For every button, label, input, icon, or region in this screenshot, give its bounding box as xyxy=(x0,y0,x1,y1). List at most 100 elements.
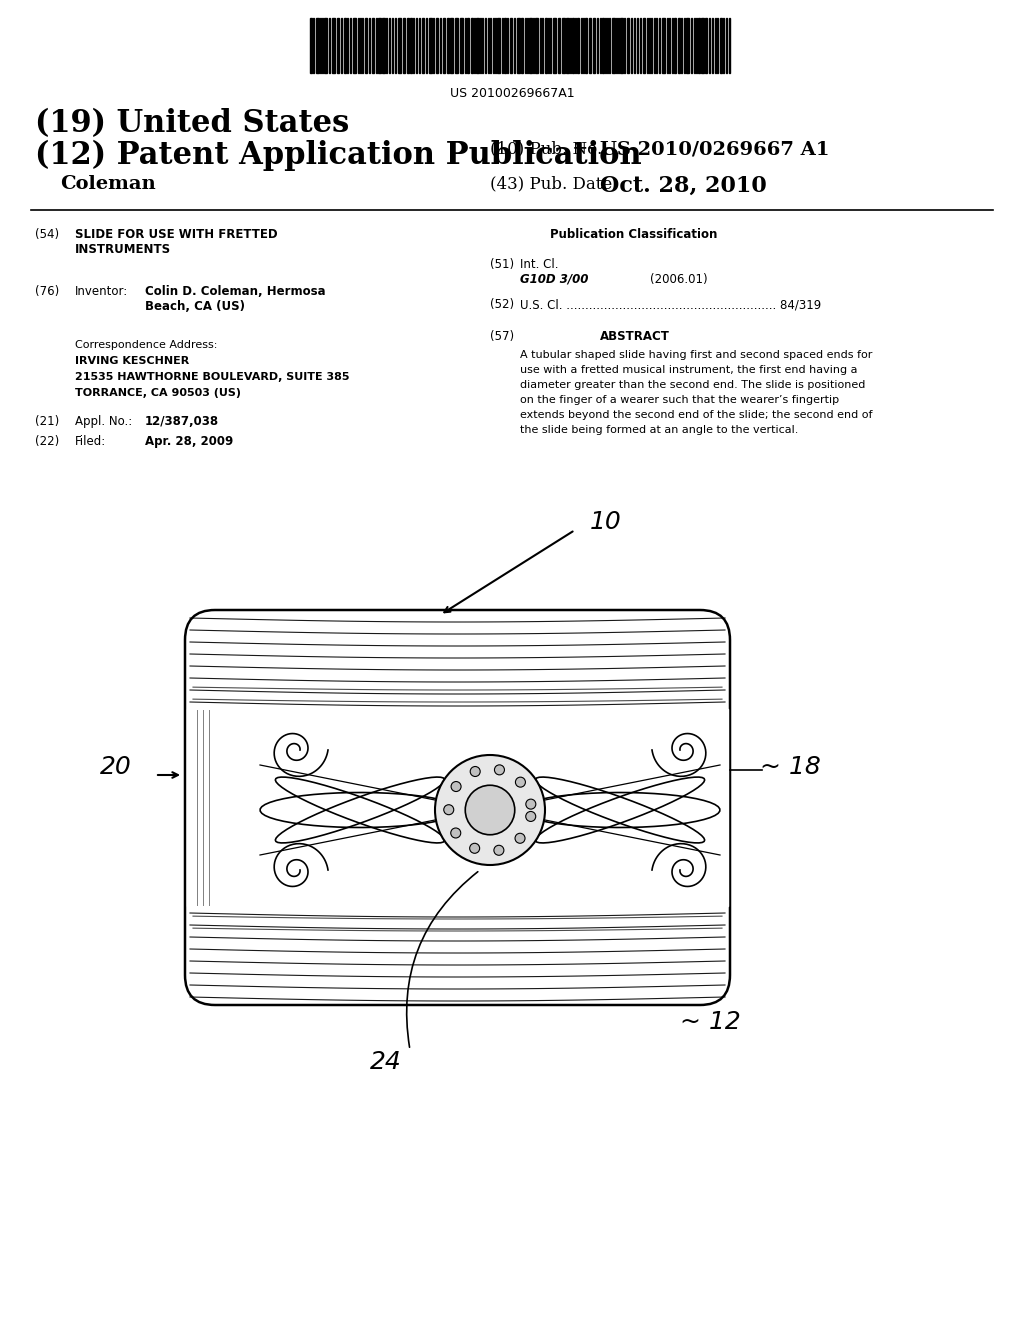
Bar xyxy=(443,18,445,73)
Text: 10: 10 xyxy=(590,510,622,535)
Bar xyxy=(686,18,689,73)
Bar xyxy=(497,18,500,73)
Text: SLIDE FOR USE WITH FRETTED
INSTRUMENTS: SLIDE FOR USE WITH FRETTED INSTRUMENTS xyxy=(75,228,278,256)
Polygon shape xyxy=(275,777,444,843)
Text: Filed:: Filed: xyxy=(75,436,106,447)
Text: (51): (51) xyxy=(490,257,514,271)
Bar xyxy=(455,18,458,73)
Text: (54): (54) xyxy=(35,228,59,242)
Bar xyxy=(510,18,512,73)
Text: IRVING KESCHNER: IRVING KESCHNER xyxy=(75,356,189,366)
Circle shape xyxy=(443,805,454,814)
Text: TORRANCE, CA 90503 (US): TORRANCE, CA 90503 (US) xyxy=(75,388,241,399)
Bar xyxy=(403,18,406,73)
Circle shape xyxy=(451,828,461,838)
Text: (2006.01): (2006.01) xyxy=(650,273,708,286)
Bar xyxy=(436,18,438,73)
Text: Publication Classification: Publication Classification xyxy=(550,228,718,242)
Circle shape xyxy=(470,843,479,853)
Bar xyxy=(612,18,615,73)
Circle shape xyxy=(452,781,461,792)
Bar xyxy=(558,18,560,73)
Bar xyxy=(422,18,424,73)
Text: (22): (22) xyxy=(35,436,59,447)
Text: 21535 HAWTHORNE BOULEVARD, SUITE 385: 21535 HAWTHORNE BOULEVARD, SUITE 385 xyxy=(75,372,349,381)
Bar xyxy=(398,18,401,73)
Bar xyxy=(460,18,463,73)
Text: (12) Patent Application Publication: (12) Patent Application Publication xyxy=(35,140,642,172)
Text: A tubular shaped slide having first and second spaced ends for: A tubular shaped slide having first and … xyxy=(520,350,872,360)
Bar xyxy=(602,18,604,73)
Polygon shape xyxy=(275,777,444,843)
Bar xyxy=(577,18,579,73)
Text: 20: 20 xyxy=(100,755,132,779)
Circle shape xyxy=(515,777,525,787)
Bar xyxy=(365,18,367,73)
Text: ~ 12: ~ 12 xyxy=(680,1010,740,1034)
Text: 24: 24 xyxy=(370,1049,401,1074)
Text: (10) Pub. No.:: (10) Pub. No.: xyxy=(490,140,608,157)
Bar xyxy=(545,18,547,73)
Text: use with a fretted musical instrument, the first end having a: use with a fretted musical instrument, t… xyxy=(520,366,857,375)
Bar xyxy=(407,18,409,73)
Bar xyxy=(627,18,629,73)
Bar xyxy=(429,18,432,73)
Text: Colin D. Coleman, Hermosa
Beach, CA (US): Colin D. Coleman, Hermosa Beach, CA (US) xyxy=(145,285,326,313)
Circle shape xyxy=(465,785,515,834)
Circle shape xyxy=(515,833,525,843)
Bar xyxy=(529,18,532,73)
Text: (76): (76) xyxy=(35,285,59,298)
Bar xyxy=(450,18,453,73)
Bar xyxy=(332,18,335,73)
Text: on the finger of a wearer such that the wearer’s fingertip: on the finger of a wearer such that the … xyxy=(520,395,839,405)
Text: G10D 3/00: G10D 3/00 xyxy=(520,273,589,286)
Bar xyxy=(471,18,473,73)
Bar xyxy=(447,18,449,73)
Polygon shape xyxy=(260,792,460,828)
Bar xyxy=(701,18,705,73)
Bar xyxy=(344,18,346,73)
Polygon shape xyxy=(536,777,705,843)
Bar xyxy=(585,18,587,73)
Text: (57): (57) xyxy=(490,330,514,343)
Text: U.S. Cl. ........................................................ 84/319: U.S. Cl. ...............................… xyxy=(520,298,821,312)
Bar xyxy=(589,18,591,73)
Text: 12/387,038: 12/387,038 xyxy=(145,414,219,428)
Bar xyxy=(674,18,676,73)
Bar xyxy=(316,18,319,73)
Bar xyxy=(535,18,538,73)
Bar xyxy=(410,18,412,73)
Text: (21): (21) xyxy=(35,414,59,428)
Text: Int. Cl.: Int. Cl. xyxy=(520,257,558,271)
Polygon shape xyxy=(520,792,720,828)
Text: ABSTRACT: ABSTRACT xyxy=(600,330,670,343)
Circle shape xyxy=(526,799,536,809)
Text: Apr. 28, 2009: Apr. 28, 2009 xyxy=(145,436,233,447)
Bar xyxy=(382,18,385,73)
Bar xyxy=(337,18,339,73)
Bar xyxy=(678,18,680,73)
Bar xyxy=(310,18,312,73)
Bar xyxy=(378,18,381,73)
Text: the slide being formed at an angle to the vertical.: the slide being formed at an angle to th… xyxy=(520,425,799,436)
Text: Inventor:: Inventor: xyxy=(75,285,128,298)
FancyBboxPatch shape xyxy=(185,610,730,1005)
Text: US 2010/0269667 A1: US 2010/0269667 A1 xyxy=(600,140,829,158)
Circle shape xyxy=(495,764,505,775)
Bar xyxy=(662,18,665,73)
Circle shape xyxy=(435,755,545,865)
Bar xyxy=(720,18,722,73)
Bar xyxy=(476,18,479,73)
Circle shape xyxy=(470,767,480,776)
Bar xyxy=(553,18,556,73)
Bar xyxy=(562,18,565,73)
Bar xyxy=(324,18,327,73)
Text: ~ 18: ~ 18 xyxy=(760,755,821,779)
Bar xyxy=(643,18,645,73)
Bar xyxy=(372,18,374,73)
Text: diameter greater than the second end. The slide is positioned: diameter greater than the second end. Th… xyxy=(520,380,865,389)
Bar xyxy=(517,18,520,73)
Text: (19) United States: (19) United States xyxy=(35,108,349,139)
Circle shape xyxy=(525,812,536,821)
Circle shape xyxy=(494,845,504,855)
